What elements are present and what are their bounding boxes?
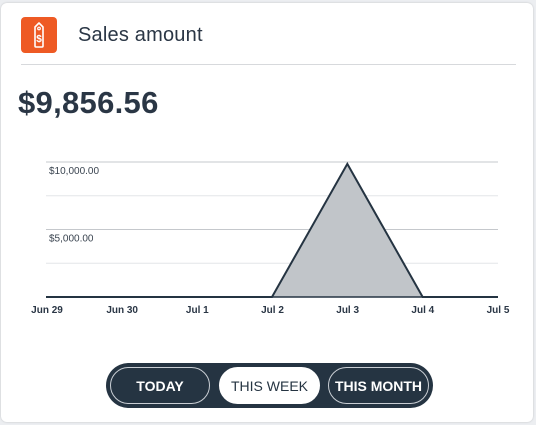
x-tick-label: Jul 5 — [487, 305, 510, 316]
this-week-button[interactable]: THIS WEEK — [219, 367, 320, 404]
svg-text:$: $ — [36, 34, 42, 45]
card-title: Sales amount — [78, 23, 203, 46]
date-range-toggle: TODAY THIS WEEK THIS MONTH — [106, 363, 433, 408]
x-tick-label: Jun 29 — [31, 305, 63, 316]
y-tick-label: $10,000.00 — [49, 166, 99, 177]
sales-area — [46, 163, 498, 297]
sales-area-chart: $5,000.00 $10,000.00 Jun 29 Jun 30 Jul 1 Jul … — [31, 161, 510, 316]
this-month-button[interactable]: THIS MONTH — [328, 367, 429, 404]
today-button[interactable]: TODAY — [110, 367, 210, 404]
price-tag-dollar-icon: $ — [21, 17, 57, 53]
x-tick-label: Jul 2 — [261, 305, 284, 316]
x-tick-label: Jul 4 — [411, 305, 434, 316]
x-tick-label: Jul 1 — [186, 305, 209, 316]
y-tick-label: $5,000.00 — [49, 234, 94, 245]
card-header: $ Sales amount — [21, 17, 203, 53]
x-tick-label: Jun 30 — [106, 305, 138, 316]
sales-line — [46, 161, 498, 298]
sales-amount-value: $9,856.56 — [18, 85, 159, 120]
sales-amount-card: $ Sales amount $9,856.56 $5,000.00 $10,00… — [1, 3, 533, 422]
header-divider — [21, 64, 516, 65]
x-tick-label: Jul 3 — [336, 305, 359, 316]
